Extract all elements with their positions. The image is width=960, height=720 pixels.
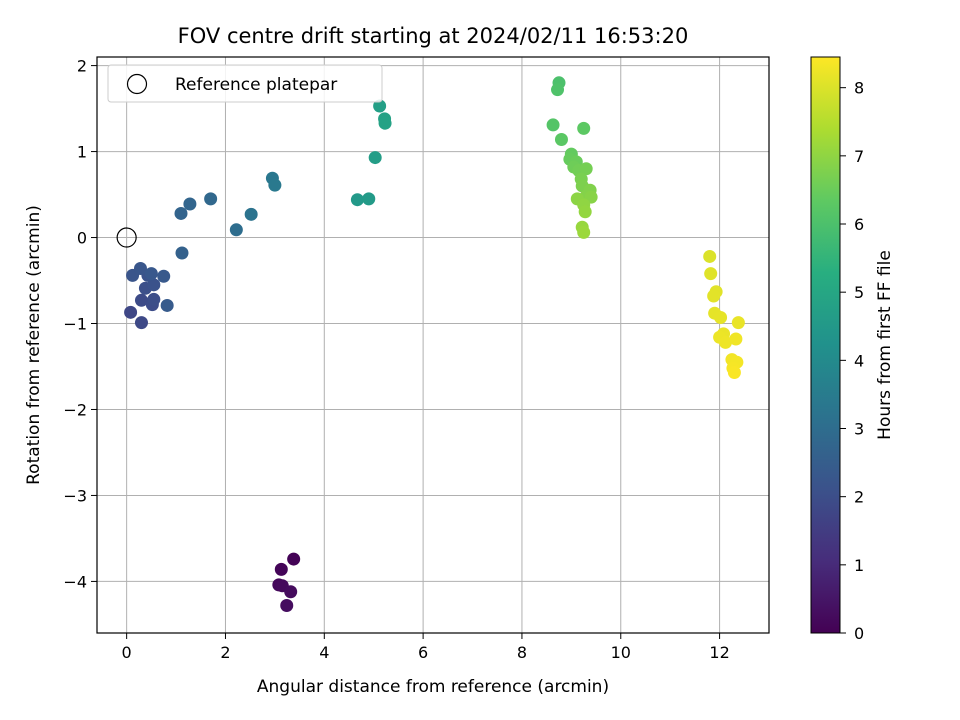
x-tick-label: 0 xyxy=(122,643,132,662)
legend-box xyxy=(107,64,383,103)
data-point xyxy=(727,366,741,380)
legend-label: Reference platepar xyxy=(175,75,337,95)
colorbar-tick-label: 3 xyxy=(854,420,864,439)
data-point xyxy=(274,562,288,576)
chart-title: FOV centre drift starting at 2024/02/11 … xyxy=(178,24,689,48)
data-point xyxy=(134,293,148,307)
grid xyxy=(97,57,769,633)
data-point xyxy=(729,332,743,346)
x-axis-ticks: 0 2 4 6 8 10 12 xyxy=(122,633,730,662)
colorbar: 0 1 2 3 4 5 6 7 8 Hours from first FF file xyxy=(810,56,895,643)
y-tick-label: −1 xyxy=(63,315,87,334)
data-point xyxy=(554,133,568,147)
data-point xyxy=(551,83,565,97)
y-tick-label: −3 xyxy=(63,486,87,505)
data-point xyxy=(731,316,745,330)
data-point xyxy=(134,316,148,330)
data-point xyxy=(284,585,298,599)
y-tick-label: −2 xyxy=(63,400,87,419)
data-point xyxy=(124,305,138,319)
data-point xyxy=(378,116,392,130)
colorbar-tick-label: 2 xyxy=(854,488,864,507)
data-point xyxy=(577,121,591,135)
y-axis-label: Rotation from reference (arcmin) xyxy=(24,205,44,485)
colorbar-tick-label: 7 xyxy=(854,147,864,166)
x-tick-label: 4 xyxy=(319,643,329,662)
data-point xyxy=(350,193,364,207)
data-point xyxy=(133,261,147,275)
reference-point xyxy=(116,227,137,248)
data-point xyxy=(368,151,382,165)
data-point xyxy=(147,278,161,292)
data-point xyxy=(174,206,188,220)
x-tick-label: 8 xyxy=(517,643,527,662)
x-tick-label: 10 xyxy=(611,643,631,662)
plot-frame xyxy=(96,56,770,634)
data-point xyxy=(280,598,294,612)
colorbar-gradient xyxy=(810,56,841,634)
y-tick-label: 1 xyxy=(77,143,87,162)
data-point xyxy=(578,205,592,219)
y-axis-ticks: −4 −3 −2 −1 0 1 2 xyxy=(63,57,97,591)
legend-marker-icon xyxy=(126,73,148,95)
data-point xyxy=(703,249,717,263)
colorbar-tick-label: 8 xyxy=(854,79,864,98)
data-point xyxy=(157,269,171,283)
data-point xyxy=(204,192,218,206)
y-tick-label: 2 xyxy=(77,57,87,76)
data-point xyxy=(268,178,282,192)
data-point xyxy=(579,162,593,176)
data-points xyxy=(124,76,745,612)
x-tick-label: 6 xyxy=(418,643,428,662)
x-tick-label: 2 xyxy=(220,643,230,662)
colorbar-tick-label: 1 xyxy=(854,556,864,575)
colorbar-label: Hours from first FF file xyxy=(875,250,895,440)
colorbar-tick-label: 0 xyxy=(854,624,864,643)
data-point xyxy=(183,197,197,211)
colorbar-ticks: 0 1 2 3 4 5 6 7 8 xyxy=(840,79,864,643)
reference-platepar-marker xyxy=(116,227,137,248)
data-point xyxy=(362,192,376,206)
data-point xyxy=(373,99,387,113)
data-point xyxy=(175,246,189,260)
data-point xyxy=(704,267,718,281)
legend: Reference platepar xyxy=(107,64,383,103)
data-point xyxy=(577,225,591,239)
data-point xyxy=(719,335,733,349)
data-point xyxy=(160,298,174,312)
data-point xyxy=(287,552,301,566)
x-axis-label: Angular distance from reference (arcmin) xyxy=(257,677,609,697)
data-point xyxy=(229,223,243,237)
y-tick-label: 0 xyxy=(77,229,87,248)
colorbar-tick-label: 6 xyxy=(854,215,864,234)
y-tick-label: −4 xyxy=(63,572,87,591)
x-tick-label: 12 xyxy=(709,643,729,662)
data-point xyxy=(707,289,721,303)
data-point xyxy=(244,207,258,221)
data-point xyxy=(144,267,158,281)
data-point xyxy=(147,292,161,306)
data-point xyxy=(714,310,728,324)
colorbar-tick-label: 5 xyxy=(854,283,864,302)
colorbar-tick-label: 4 xyxy=(854,351,864,370)
data-point xyxy=(546,118,560,132)
